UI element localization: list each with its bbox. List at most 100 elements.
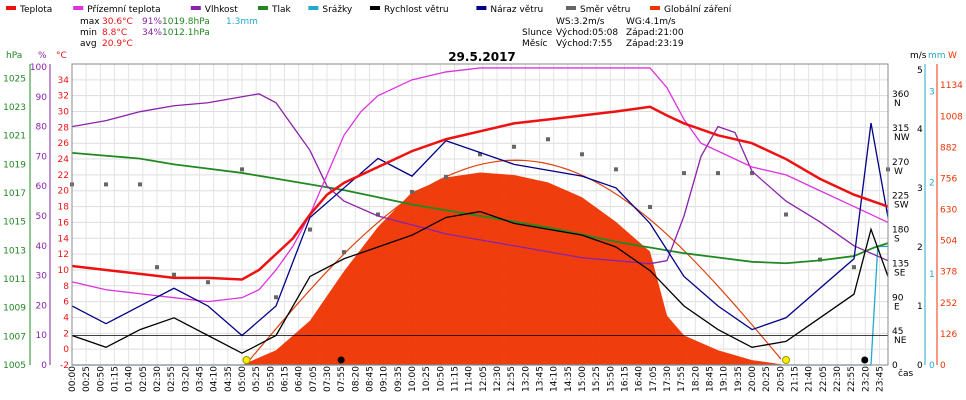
series-tlak-line (71, 151, 889, 265)
tick-label: 0 (940, 361, 946, 371)
tick-label: S (894, 235, 900, 245)
legend-label: Vlhkost (205, 5, 238, 15)
tick-label: 8 (63, 282, 69, 292)
tick-label: 252 (940, 299, 957, 309)
tick-label: 16:15 (621, 366, 631, 392)
axis-title-mm: mm (928, 51, 946, 61)
tick-label: 70 (36, 152, 48, 162)
tick-label: 1009 (3, 304, 26, 314)
tick-label: 10:00 (408, 366, 418, 392)
tick-label: 10 (36, 331, 48, 341)
tick-label: 20 (58, 187, 70, 197)
stat-max-rain: 1.3mm (226, 17, 258, 27)
axis-titles: hPa % °C m/s mm W čas (6, 51, 957, 379)
tick-label: 26 (58, 139, 70, 149)
legend-label: Tlak (271, 5, 292, 15)
tick-label: 5 (917, 66, 923, 76)
stat-max-press: 1019.8hPa (162, 17, 210, 27)
tick-label: N (894, 99, 901, 109)
astro-markers (72, 335, 888, 364)
legend-label: Teplota (19, 5, 52, 15)
tick-label: SW (894, 201, 909, 211)
tick-label: 18 (58, 203, 70, 213)
series-smer-vetru-point (410, 189, 414, 194)
tick-label: 10 (58, 266, 70, 276)
tick-label: 80 (36, 123, 48, 133)
tick-label: 01:40 (125, 366, 135, 392)
stat-min-hum: 34% (142, 28, 162, 38)
tick-label: 00:50 (96, 366, 106, 392)
tick-label: 07:55 (337, 366, 347, 392)
tick-label: 0 (929, 361, 935, 371)
axis-title-w: W (948, 51, 957, 61)
series-smer-vetru-point (852, 265, 856, 270)
tick-label: 1021 (3, 132, 26, 142)
tick-label: 10:25 (422, 366, 432, 392)
tick-label: 24 (58, 155, 70, 165)
series-smer-vetru-point (784, 212, 788, 217)
tick-label: 126 (940, 330, 957, 340)
stat-max-hum: 91% (142, 17, 162, 27)
series-smer-vetru-point (240, 167, 244, 172)
tick-label: 02:05 (139, 366, 149, 392)
tick-label: W (894, 167, 903, 177)
tick-label: 30 (36, 272, 48, 282)
series-smer-vetru-point (614, 167, 618, 172)
tick-label: 15:00 (578, 366, 588, 392)
tick-label: 1015 (3, 218, 26, 228)
tick-label: 02:30 (153, 366, 163, 392)
mesic-label: Měsíc (522, 39, 547, 49)
tick-label: 05:25 (252, 366, 262, 392)
tick-label: 6 (63, 298, 69, 308)
tick-label: 23:20 (861, 366, 871, 392)
tick-label: 378 (940, 268, 957, 278)
moonset-marker (861, 356, 869, 364)
tick-label: 16:40 (635, 366, 645, 392)
tick-label: 07:05 (309, 366, 319, 392)
tick-label: 45 (892, 327, 903, 337)
slunce-rise: Východ:05:08 (556, 28, 618, 38)
tick-label: 21:15 (791, 366, 801, 392)
tick-label: 1 (929, 270, 935, 280)
series-smer-vetru-point (512, 144, 516, 149)
tick-label: 17:55 (677, 366, 687, 392)
tick-label: 15:50 (606, 366, 616, 392)
tick-label: 28 (58, 123, 70, 133)
tick-label: 16 (58, 218, 70, 228)
legend-swatch (476, 6, 487, 10)
tick-label: 1019 (3, 160, 26, 170)
tick-label: 09:35 (394, 366, 404, 392)
tick-label: 2 (929, 179, 935, 189)
tick-label: 1013 (3, 246, 26, 256)
tick-label: 11:15 (451, 366, 461, 392)
tick-label: 06:15 (281, 366, 291, 392)
tick-label: 3 (917, 184, 923, 194)
series-smer-vetru-point (648, 204, 652, 209)
series-prizemni-teplota-line (71, 67, 889, 303)
legend-label: Náraz větru (490, 5, 543, 15)
tick-label: 90 (892, 293, 904, 303)
tick-label: 32 (58, 92, 69, 102)
slunce-label: Slunce (522, 28, 553, 38)
tick-label: 01:15 (111, 366, 121, 392)
ws-text: WS:3.2m/s (556, 17, 605, 27)
legend-label: Srážky (322, 5, 353, 15)
tick-label: 1025 (3, 74, 26, 84)
tick-label: 882 (940, 143, 957, 153)
tick-label: 504 (940, 237, 957, 247)
tick-label: 270 (892, 158, 909, 168)
legend-swatch (190, 6, 201, 10)
tick-label: 50 (36, 212, 48, 222)
legend-label: Globální záření (664, 5, 732, 15)
stat-avg-temp: 20.9°C (102, 39, 133, 49)
legend-swatch (650, 6, 660, 10)
tick-label: 14:10 (550, 366, 560, 392)
tick-label: 20:00 (748, 366, 758, 392)
tick-label: 18:45 (706, 366, 716, 392)
tick-label: 2 (63, 329, 69, 339)
series-smer-vetru-point (580, 152, 584, 157)
tick-label: 08:20 (351, 366, 361, 392)
tick-label: 40 (36, 242, 48, 252)
tick-label: 1134 (940, 81, 963, 91)
